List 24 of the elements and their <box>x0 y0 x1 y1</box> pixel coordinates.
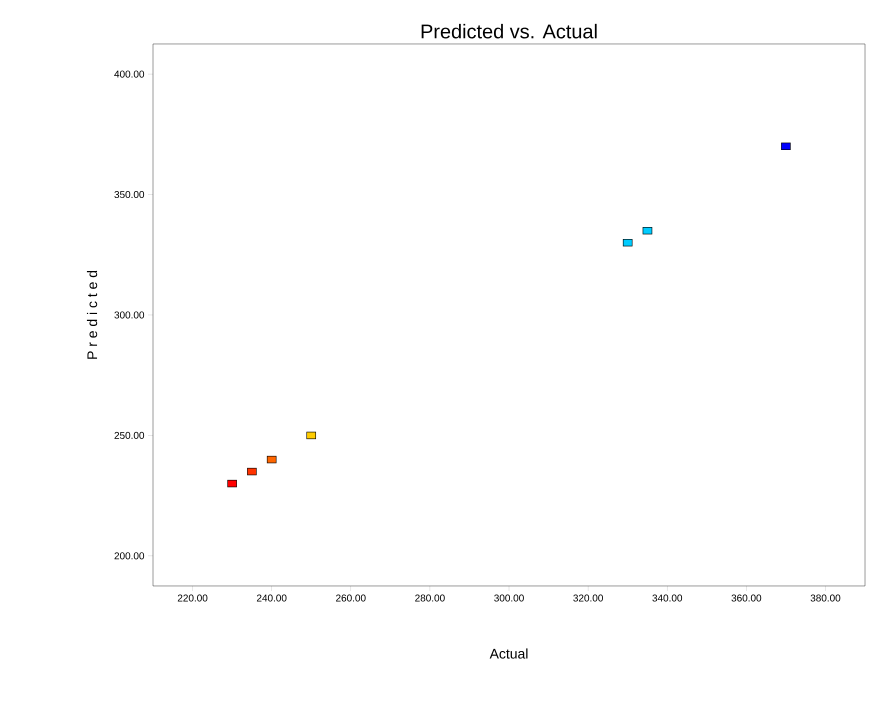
chart-title: Predicted vs. Actual <box>422 24 597 38</box>
x-tick-label: 380.00 <box>810 594 840 602</box>
point <box>642 226 652 234</box>
x-tick-label: 260.00 <box>336 594 366 602</box>
x-tick-label: 240.00 <box>256 594 287 602</box>
x-tick-label: 280.00 <box>415 594 445 602</box>
point <box>266 456 276 464</box>
point <box>781 142 791 150</box>
y-tick-label: 400.00 <box>114 70 144 78</box>
x-tick-label: 360.00 <box>731 594 762 602</box>
x-axis-title: Actual <box>490 648 528 659</box>
y-tick-label: 250.00 <box>114 432 144 439</box>
x-tick-label: 320.00 <box>573 594 603 602</box>
x-tick-label: 340.00 <box>652 594 682 602</box>
point <box>227 480 237 488</box>
y-tick-label: 200.00 <box>114 552 144 560</box>
point <box>622 239 632 246</box>
y-tick-label: 350.00 <box>114 191 144 198</box>
point <box>306 432 316 440</box>
y-axis-title: P r e d i c t e d <box>86 270 98 359</box>
x-tick-label: 300.00 <box>494 594 524 602</box>
y-tick-label: 300.00 <box>114 311 144 319</box>
point <box>247 468 257 476</box>
x-tick-label: 220.00 <box>178 594 208 602</box>
